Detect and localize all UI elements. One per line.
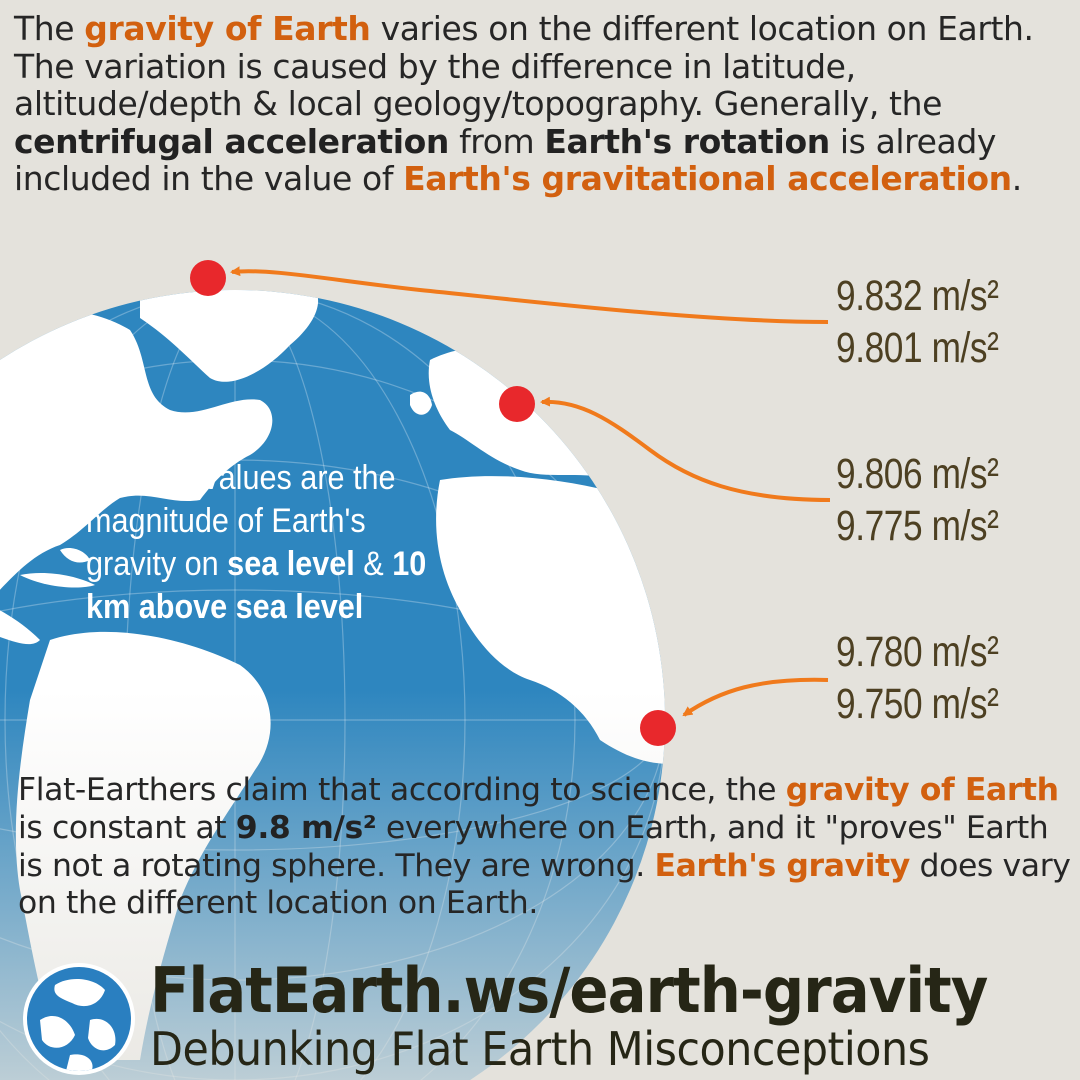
land-central-america bbox=[0, 600, 40, 645]
land-north-america bbox=[0, 309, 273, 600]
land-british-isles bbox=[410, 391, 432, 415]
gravity-sea-level-value: 9.780 m/s² bbox=[836, 628, 999, 676]
gravity-sea-level-value: 9.806 m/s² bbox=[836, 450, 999, 498]
arrow-equator bbox=[682, 677, 829, 717]
note-bold-10km: 10 km above sea level bbox=[86, 545, 427, 626]
note-bold-sea-level: sea level bbox=[227, 545, 355, 583]
intro-paragraph: The gravity of Earth varies on the diffe… bbox=[14, 9, 1034, 198]
arrow-midlatitude bbox=[540, 396, 831, 502]
footer-logo bbox=[23, 963, 135, 1075]
land-greenland bbox=[140, 290, 318, 382]
claim-highlight-earths-gravity: Earth's gravity bbox=[654, 847, 910, 884]
intro-highlight-gravity: gravity of Earth bbox=[84, 9, 371, 48]
intro-bold-rotation: Earth's rotation bbox=[544, 121, 830, 161]
footer-tagline: Debunking Flat Earth Misconceptions bbox=[150, 1022, 930, 1076]
arrow-pole bbox=[230, 266, 829, 324]
gravity-10km-value: 9.801 m/s² bbox=[836, 324, 999, 372]
claim-bold-value: 9.8 m/s² bbox=[235, 809, 377, 846]
footer-url: FlatEarth.ws/earth-gravity bbox=[150, 954, 988, 1027]
marker-north-pole bbox=[190, 260, 226, 296]
claim-highlight-gravity: gravity of Earth bbox=[785, 772, 1059, 808]
gravity-values-pole: 9.832 m/s² 9.801 m/s² bbox=[836, 270, 999, 374]
arrows bbox=[230, 266, 831, 717]
intro-bold-centrifugal: centrifugal acceleration bbox=[14, 121, 449, 161]
land-cuba bbox=[20, 573, 95, 588]
intro-highlight-acceleration: Earth's gravitational acceleration bbox=[403, 159, 1012, 198]
gravity-10km-value: 9.775 m/s² bbox=[836, 502, 999, 550]
land-caribbean bbox=[60, 548, 90, 563]
gravity-values-midlatitude: 9.806 m/s² 9.775 m/s² bbox=[836, 448, 999, 552]
gravity-values-equator: 9.780 m/s² 9.750 m/s² bbox=[836, 626, 999, 730]
globe-note: The two values are the magnitude of Eart… bbox=[86, 459, 427, 626]
marker-equator bbox=[640, 710, 676, 746]
bottom-fade bbox=[0, 690, 1080, 1080]
gravity-sea-level-value: 9.832 m/s² bbox=[836, 272, 999, 320]
marker-midlatitude bbox=[499, 386, 535, 422]
gravity-10km-value: 9.750 m/s² bbox=[836, 680, 999, 728]
claim-paragraph: Flat-Earthers claim that according to sc… bbox=[18, 772, 1071, 922]
